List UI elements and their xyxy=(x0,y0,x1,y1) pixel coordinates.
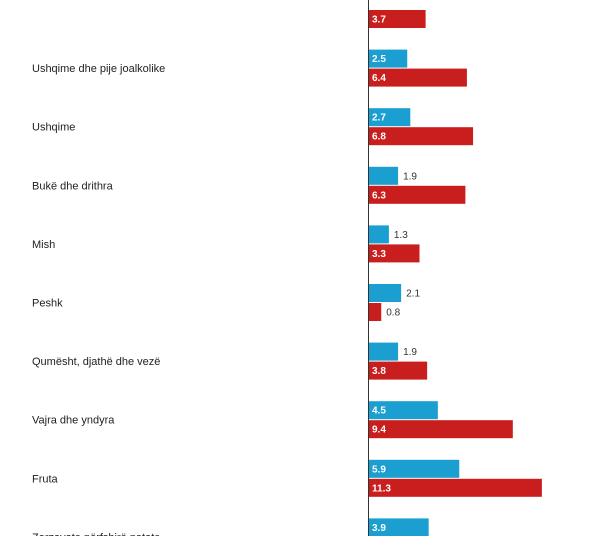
data-label: 6.8 xyxy=(372,132,386,143)
bar-blue xyxy=(369,284,402,302)
data-label: 5.9 xyxy=(372,464,386,475)
bar-red xyxy=(369,68,467,87)
category-label: Ushqime dhe pije joalkolike xyxy=(32,63,165,75)
bar-red xyxy=(369,303,382,321)
data-label: 6.3 xyxy=(372,190,386,201)
data-label: 0.8 xyxy=(386,308,400,319)
category-label: Vajra dhe yndyra xyxy=(32,415,115,427)
bar-blue xyxy=(369,518,429,536)
bar-red xyxy=(369,420,513,439)
bar-blue xyxy=(369,225,389,244)
category-label: Bukë dhe drithra xyxy=(32,180,114,192)
data-label: 2.7 xyxy=(372,113,386,124)
category-label: Peshk xyxy=(32,298,63,310)
data-label: 4.5 xyxy=(372,406,386,417)
bar-blue xyxy=(369,342,399,361)
data-label: 3.8 xyxy=(372,366,386,377)
data-label: 3.9 xyxy=(372,523,386,534)
bar-blue xyxy=(369,108,411,127)
data-label: 3.7 xyxy=(372,15,386,26)
bar-red xyxy=(369,127,474,146)
category-label: Qumësht, djathë dhe vezë xyxy=(32,356,160,368)
bar-blue xyxy=(369,459,460,478)
data-label: 2.1 xyxy=(406,289,420,300)
bar-red xyxy=(369,10,426,28)
category-label: Fruta xyxy=(32,473,59,485)
labels-layer: 3.7 Ushqime dhe pije joalkolike 2.5 6.4 Ushq… xyxy=(32,15,420,536)
bars-layer xyxy=(369,10,542,536)
bar-red xyxy=(369,185,466,204)
data-label: 9.4 xyxy=(372,425,386,436)
data-label: 1.9 xyxy=(403,171,417,182)
data-label: 6.4 xyxy=(372,73,386,84)
data-label: 3.3 xyxy=(372,249,386,260)
bar-blue xyxy=(369,166,399,185)
bar-red xyxy=(369,244,420,263)
bar-blue xyxy=(369,401,438,420)
category-label: Zarzavate përfshirë patate xyxy=(32,532,160,536)
category-label: Ushqime xyxy=(32,122,75,134)
data-label: 1.9 xyxy=(403,347,417,358)
data-label: 1.3 xyxy=(394,230,408,241)
data-label: 11.3 xyxy=(372,483,391,494)
bar-red xyxy=(369,478,542,497)
bar-blue xyxy=(369,49,408,68)
data-label: 2.5 xyxy=(372,54,386,65)
bar-red xyxy=(369,361,428,380)
category-label: Mish xyxy=(32,239,55,251)
